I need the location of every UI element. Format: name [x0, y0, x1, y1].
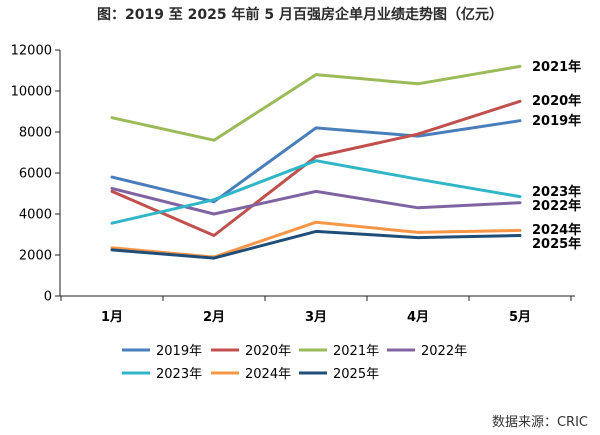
x-tick-label: 3月 — [305, 310, 327, 325]
series-line-2025年 — [112, 231, 520, 258]
legend-label: 2024年 — [245, 367, 291, 382]
series-line-2020年 — [112, 101, 520, 235]
y-tick-label: 8000 — [19, 126, 52, 141]
end-label-2025年: 2025年 — [532, 236, 581, 252]
legend: 2019年 2020年 2021年 2022年 2023年 2024年 2025年 — [122, 344, 467, 382]
series-lines — [112, 66, 520, 258]
y-tick-label: 10000 — [11, 85, 52, 100]
legend-label: 2021年 — [333, 344, 379, 359]
legend-item-2020年: 2020年 — [211, 344, 291, 359]
x-tick-label: 1月 — [101, 310, 123, 325]
end-label-2024年: 2024年 — [532, 222, 581, 238]
end-label-2020年: 2020年 — [532, 93, 581, 109]
end-label-2021年: 2021年 — [532, 59, 581, 75]
y-tick-label: 6000 — [19, 167, 52, 182]
legend-item-2022年: 2022年 — [387, 344, 467, 359]
x-tick-label: 2月 — [203, 310, 225, 325]
legend-label: 2019年 — [156, 344, 202, 359]
legend-label: 2020年 — [245, 344, 291, 359]
legend-item-2023年: 2023年 — [122, 367, 202, 382]
end-label-2019年: 2019年 — [532, 113, 581, 129]
chart-title: 图：2019 至 2025 年前 5 月百强房企单月业绩走势图（亿元） — [97, 6, 503, 23]
end-label-2023年: 2023年 — [532, 184, 581, 200]
legend-item-2025年: 2025年 — [299, 367, 379, 382]
axes: 0 2000 4000 6000 8000 10000 12000 1月 2月 3月 4月 5月 — [11, 44, 575, 326]
y-tick-label: 4000 — [19, 208, 52, 223]
legend-label: 2023年 — [156, 367, 202, 382]
y-tick-label: 12000 — [11, 44, 52, 59]
legend-item-2021年: 2021年 — [299, 344, 379, 359]
y-tick-label: 2000 — [19, 249, 52, 264]
x-tick-label: 5月 — [509, 310, 531, 325]
y-tick-label: 0 — [44, 290, 52, 305]
x-tick-label: 4月 — [407, 310, 429, 325]
legend-label: 2022年 — [421, 344, 467, 359]
legend-label: 2025年 — [333, 367, 379, 382]
legend-item-2024年: 2024年 — [211, 367, 291, 382]
series-line-2024年 — [112, 222, 520, 257]
source-note: 数据来源：CRIC — [492, 415, 588, 430]
end-label-2022年: 2022年 — [532, 198, 581, 214]
legend-item-2019年: 2019年 — [122, 344, 202, 359]
